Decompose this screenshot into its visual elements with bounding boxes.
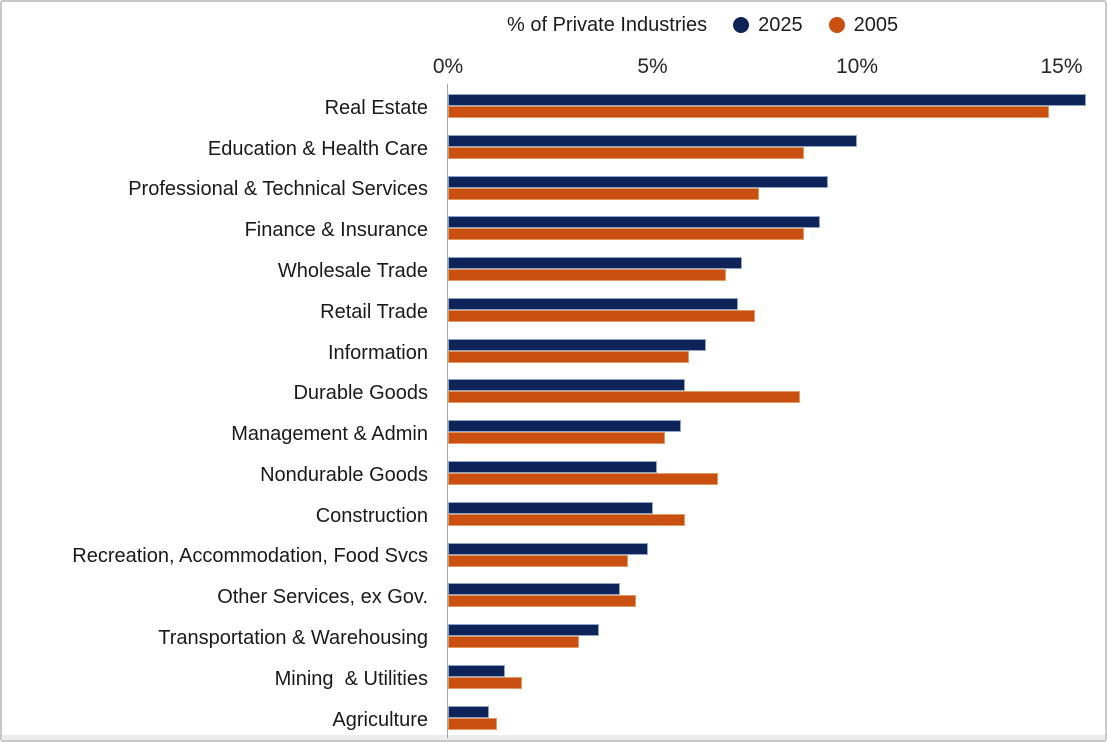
category-label: Nondurable Goods bbox=[260, 463, 428, 486]
legend-item-2025: 2025 bbox=[733, 14, 803, 37]
bar-2025 bbox=[448, 297, 739, 310]
category-label: Other Services, ex Gov. bbox=[217, 586, 428, 609]
bar-2005 bbox=[448, 636, 579, 649]
x-tick-5: 5% bbox=[637, 55, 668, 78]
bar-2025 bbox=[448, 175, 829, 188]
category-row: Agriculture bbox=[2, 700, 1105, 740]
bar-2025 bbox=[448, 216, 821, 229]
category-row: Durable Goods bbox=[2, 373, 1105, 414]
bar-2005 bbox=[448, 106, 1050, 118]
bar-2005 bbox=[448, 309, 755, 322]
category-label: Agriculture bbox=[332, 708, 428, 731]
bar-2025 bbox=[448, 542, 649, 555]
category-label: Wholesale Trade bbox=[277, 259, 428, 282]
category-row: Professional & Technical Services bbox=[2, 170, 1105, 211]
category-label: Professional & Technical Services bbox=[128, 178, 428, 201]
bar-2025 bbox=[448, 379, 686, 392]
bar-2025 bbox=[448, 257, 743, 270]
bar-2025 bbox=[448, 501, 653, 514]
category-label: Management & Admin bbox=[231, 423, 428, 446]
x-tick-0: 0% bbox=[432, 55, 464, 78]
category-label: Real Estate bbox=[324, 96, 428, 119]
legend-dot-2005-icon bbox=[828, 17, 845, 33]
bar-2005 bbox=[448, 228, 804, 241]
bar-2025 bbox=[448, 94, 1087, 106]
bar-2025 bbox=[448, 461, 657, 474]
category-row: Other Services, ex Gov. bbox=[2, 577, 1105, 618]
bar-2005 bbox=[448, 513, 686, 526]
category-label: Recreation, Accommodation, Food Svcs bbox=[72, 545, 428, 568]
category-row: Nondurable Goods bbox=[2, 455, 1105, 496]
legend-label-2005: 2005 bbox=[853, 13, 899, 36]
bar-2005 bbox=[448, 554, 628, 567]
x-tick-15: 15% bbox=[1040, 55, 1083, 78]
category-row: Management & Admin bbox=[2, 414, 1105, 455]
category-row: Retail Trade bbox=[2, 292, 1105, 333]
category-label: Construction bbox=[315, 504, 428, 527]
category-row: Real Estate bbox=[2, 88, 1105, 129]
bar-2025 bbox=[448, 664, 506, 677]
bar-2025 bbox=[448, 420, 682, 433]
bar-2005 bbox=[448, 187, 759, 200]
category-row: Education & Health Care bbox=[2, 129, 1105, 170]
category-row: Wholesale Trade bbox=[2, 251, 1105, 292]
category-row: Mining & Utilities bbox=[2, 659, 1105, 700]
category-label: Transportation & Warehousing bbox=[158, 627, 428, 649]
chart-title: % of Private Industries bbox=[507, 13, 708, 36]
category-label: Finance & Insurance bbox=[244, 219, 428, 242]
category-label: Education & Health Care bbox=[207, 137, 428, 160]
bar-2025 bbox=[448, 134, 857, 147]
bar-2025 bbox=[448, 705, 489, 718]
category-row: Transportation & Warehousing bbox=[2, 618, 1105, 659]
bar-2005 bbox=[448, 717, 498, 730]
category-label: Mining & Utilities bbox=[274, 667, 428, 690]
legend-dot-2025-icon bbox=[733, 17, 750, 33]
legend-label-2025: 2025 bbox=[758, 13, 803, 36]
bar-2005 bbox=[448, 350, 690, 363]
chart-header: % of Private Industries 2025 2005 bbox=[507, 10, 898, 40]
y-axis-line bbox=[447, 84, 448, 738]
x-tick-10: 10% bbox=[835, 55, 879, 78]
category-label: Durable Goods bbox=[293, 382, 428, 405]
category-row: Information bbox=[2, 333, 1105, 374]
bar-2005 bbox=[448, 146, 804, 159]
bar-2025 bbox=[448, 583, 620, 596]
category-row: Finance & Insurance bbox=[2, 210, 1105, 251]
bar-2005 bbox=[448, 595, 637, 608]
category-row: Construction bbox=[2, 496, 1105, 537]
bar-2005 bbox=[448, 391, 800, 404]
category-row: Recreation, Accommodation, Food Svcs bbox=[2, 537, 1105, 578]
bar-2005 bbox=[448, 269, 727, 282]
bar-2005 bbox=[448, 473, 718, 486]
category-label: Retail Trade bbox=[320, 300, 428, 323]
bar-2025 bbox=[448, 338, 706, 351]
bar-2005 bbox=[448, 676, 522, 689]
legend-item-2005: 2005 bbox=[828, 13, 899, 37]
category-label: Information bbox=[327, 341, 428, 364]
bottom-edge-strip bbox=[2, 735, 1105, 740]
bar-2025 bbox=[448, 624, 600, 637]
bar-2005 bbox=[448, 432, 665, 445]
